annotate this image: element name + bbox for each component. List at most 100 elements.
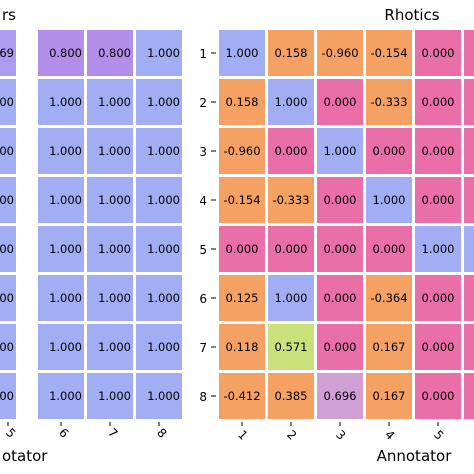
right-cell-value: 0.158 (226, 95, 259, 109)
left-heatmap-cell (0, 177, 16, 223)
right-heatmap-cell (219, 373, 265, 419)
right-heatmap-cell (317, 177, 363, 223)
right-x-axis-label: Annotator (377, 447, 453, 465)
right-heatmap-cell (268, 79, 314, 125)
right-cell-value: 0.000 (422, 46, 455, 60)
right-heatmap-cell (415, 275, 461, 321)
right-heatmap-cell (268, 177, 314, 223)
right-cell-value: 1.000 (422, 242, 455, 256)
right-cell-value: 1.000 (275, 291, 308, 305)
right-cell-value: 0.000 (422, 95, 455, 109)
right-heatmap-partial-cell (464, 324, 474, 370)
right-heatmap-cell (219, 226, 265, 272)
left-heatmap-cell (87, 177, 133, 223)
left-heatmap-cell (38, 79, 84, 125)
left-cell-value: 000 (0, 242, 14, 256)
right-cell-value: 0.000 (324, 291, 357, 305)
right-heatmap-cell (219, 275, 265, 321)
left-cell-value: 1.000 (147, 291, 180, 305)
right-y-tick-label: 3 (199, 145, 207, 159)
right-cell-value: 0.000 (324, 340, 357, 354)
right-cell-value: 0.385 (275, 389, 308, 403)
left-cell-value: 1.000 (147, 193, 180, 207)
left-heatmap-cell (87, 324, 133, 370)
right-cell-value: 0.000 (275, 242, 308, 256)
right-cell-value: 1.000 (373, 193, 406, 207)
right-heatmap-partial-cell (464, 275, 474, 321)
right-cell-value: 0.000 (226, 242, 259, 256)
left-cell-value: 000 (0, 389, 14, 403)
right-heatmap-cell (317, 128, 363, 174)
right-cell-value: 0.000 (422, 144, 455, 158)
left-cell-value: 0.800 (49, 46, 82, 60)
left-heatmap-cell (0, 324, 16, 370)
right-heatmap-partial-cell (464, 128, 474, 174)
left-x-axis-label: otator (2, 447, 48, 465)
right-heatmap-cell (366, 30, 412, 76)
right-cell-value: 1.000 (275, 95, 308, 109)
right-heatmap-cell (268, 373, 314, 419)
left-cell-value: 1.000 (147, 95, 180, 109)
left-cell-value: 1.000 (49, 242, 82, 256)
right-heatmap-partial-cell (464, 373, 474, 419)
left-heatmap-cell (136, 275, 182, 321)
right-cell-value: -0.154 (223, 193, 260, 207)
right-cell-value: 0.000 (422, 389, 455, 403)
right-heatmap-cell (317, 324, 363, 370)
right-heatmap-cell (268, 30, 314, 76)
left-cell-value: 000 (0, 144, 14, 158)
left-cell-value: 1.000 (49, 95, 82, 109)
right-heatmap-cell (268, 226, 314, 272)
right-heatmap-partial-cell (464, 30, 474, 76)
left-heatmap-cell (87, 79, 133, 125)
right-heatmap-partial-cell (464, 226, 474, 272)
left-heatmap-cell (38, 226, 84, 272)
right-cell-value: -0.333 (272, 193, 309, 207)
right-heatmap-cell (317, 79, 363, 125)
left-cell-value: 1.000 (49, 340, 82, 354)
right-y-tick-label: 1 (199, 47, 207, 61)
right-cell-value: -0.154 (370, 46, 407, 60)
right-cell-value: 0.000 (324, 193, 357, 207)
right-cell-value: 0.000 (373, 242, 406, 256)
left-cell-value: 1.000 (147, 340, 180, 354)
right-heatmap-cell (366, 275, 412, 321)
left-cell-value: 1.000 (147, 46, 180, 60)
right-y-tick-label: 4 (199, 194, 207, 208)
left-cell-value: 1.000 (49, 389, 82, 403)
right-heatmap-cell (219, 324, 265, 370)
left-heatmap-cell (136, 373, 182, 419)
right-y-tick-label: 2 (199, 96, 207, 110)
right-heatmap-cell (317, 275, 363, 321)
right-heatmap-cell (415, 30, 461, 76)
right-cell-value: 0.000 (422, 193, 455, 207)
right-cell-value: -0.364 (370, 291, 407, 305)
right-y-tick-label: 7 (199, 341, 207, 355)
left-cell-value: 1.000 (98, 193, 131, 207)
left-heatmap-cell (38, 373, 84, 419)
right-heatmap-cell (366, 177, 412, 223)
left-heatmap-cell (0, 226, 16, 272)
left-cell-value: 1.000 (98, 340, 131, 354)
left-heatmap-cell (38, 128, 84, 174)
left-heatmap-cell (136, 324, 182, 370)
left-heatmap-cell (87, 128, 133, 174)
right-heatmap-cell (366, 128, 412, 174)
right-heatmap-cell (415, 177, 461, 223)
left-cell-value: 000 (0, 340, 14, 354)
right-cell-value: 1.000 (324, 144, 357, 158)
right-heatmap-cell (415, 324, 461, 370)
left-heatmap-cell (0, 128, 16, 174)
right-y-tick-label: 6 (199, 292, 207, 306)
left-heatmap-cell (0, 79, 16, 125)
right-cell-value: -0.960 (223, 144, 260, 158)
right-heatmap-cell (268, 128, 314, 174)
right-cell-value: -0.960 (321, 46, 358, 60)
right-heatmap-cell (366, 373, 412, 419)
right-heatmap-cell (415, 226, 461, 272)
right-cell-value: 0.000 (275, 144, 308, 158)
right-heatmap-cell (366, 226, 412, 272)
left-heatmap-cell (87, 373, 133, 419)
right-heatmap-cell (415, 128, 461, 174)
